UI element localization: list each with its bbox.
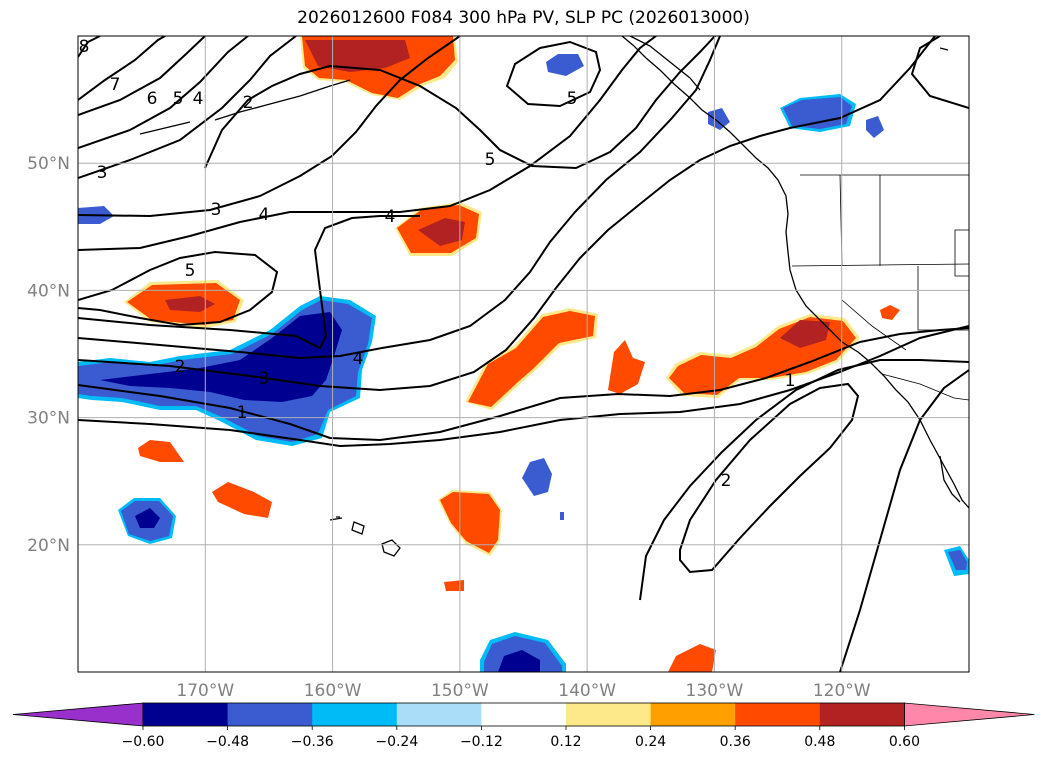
latitude-labels: 50°N 40°N 30°N 20°N <box>27 154 70 556</box>
colorbar-tick-label: 0.60 <box>889 734 920 750</box>
colorbar-segment <box>650 703 736 726</box>
colorbar-segment <box>735 703 821 726</box>
pv-positive-anomaly-small-1 <box>138 305 900 672</box>
map-panel: 8 7 6 5 4 2 3 3 4 4 5 5 5 4 3 2 1 1 2 <box>78 36 969 672</box>
contour-label: 2 <box>721 471 732 491</box>
pv-negative-anomaly-small-3 <box>78 54 969 576</box>
chart-title: 2026012600 F084 300 hPa PV, SLP PC (2026… <box>297 8 750 28</box>
pv-negative-anomaly-small-1 <box>118 498 176 544</box>
contour-label: 1 <box>785 371 796 391</box>
colorbar-segment <box>396 703 482 726</box>
lat-tick-label: 40°N <box>27 281 70 301</box>
colorbar-tick-label: −0.60 <box>122 734 165 750</box>
contour-label: 5 <box>173 89 184 109</box>
contour-label: 4 <box>385 207 396 227</box>
colorbar-tick-label: 0.24 <box>635 734 666 750</box>
contour-label: 1 <box>237 403 248 423</box>
lon-tick-label: 150°W <box>431 681 489 701</box>
colorbar-tick-label: 0.48 <box>804 734 835 750</box>
contour-label: 3 <box>97 163 108 183</box>
colorbar <box>12 702 1035 730</box>
contour-label: 5 <box>567 89 578 109</box>
map-frame <box>77 35 970 673</box>
slp-contours <box>78 36 969 672</box>
lon-tick-label: 120°W <box>813 681 871 701</box>
lon-tick-label: 140°W <box>558 681 616 701</box>
colorbar-tick-label: 0.12 <box>550 734 581 750</box>
lat-tick-label: 30°N <box>27 409 70 429</box>
contour-label: 6 <box>147 89 158 109</box>
lat-tick-label: 50°N <box>27 154 70 174</box>
contour-label: 5 <box>185 261 196 281</box>
contour-label: 4 <box>259 205 270 225</box>
contour-label-group: 8 7 6 5 4 2 3 3 4 4 5 5 5 4 3 2 1 1 2 <box>79 37 796 491</box>
colorbar-outline <box>142 702 905 727</box>
colorbar-tick-label: −0.48 <box>206 734 249 750</box>
colorbar-segment <box>143 703 229 726</box>
colorbar-segment <box>819 703 905 726</box>
contour-label: 8 <box>79 37 90 57</box>
contour-label: 3 <box>259 369 270 389</box>
colorbar-tick-label: −0.24 <box>375 734 418 750</box>
colorbar-tick-label: −0.36 <box>291 734 334 750</box>
longitude-labels: 170°W 160°W 150°W 140°W 130°W 120°W <box>176 681 870 701</box>
colorbar-tick-label: −0.12 <box>460 734 503 750</box>
pv-negative-anomaly-small-2 <box>480 632 566 672</box>
contour-label: 4 <box>193 89 204 109</box>
colorbar-segment <box>566 703 652 726</box>
colorbar-extend-low <box>12 702 144 727</box>
gridlines <box>78 36 969 672</box>
pv-positive-anomaly-33n-b <box>608 340 645 394</box>
pv-positive-anomaly-39n <box>124 280 244 328</box>
lon-tick-label: 170°W <box>176 681 234 701</box>
pv-positive-anomaly-33n-a <box>465 308 598 410</box>
lon-tick-label: 160°W <box>304 681 362 701</box>
colorbar-extend-high <box>904 702 1035 727</box>
colorbar-labels: −0.60 −0.48 −0.36 −0.24 −0.12 0.12 0.24 0.36 0.4… <box>122 734 920 750</box>
colorbar-segment <box>312 703 398 726</box>
lat-tick-label: 20°N <box>27 536 70 556</box>
colorbar-tick-label: 0.36 <box>720 734 751 750</box>
colorbar-segment <box>481 703 567 726</box>
contour-label: 2 <box>243 93 254 113</box>
contour-label: 4 <box>353 349 364 369</box>
colorbar-segment <box>227 703 313 726</box>
contour-label: 2 <box>175 357 186 377</box>
coastlines <box>139 36 969 557</box>
lon-tick-label: 130°W <box>686 681 744 701</box>
pv-positive-anomaly-alaska <box>300 36 458 100</box>
contour-label: 5 <box>485 150 496 170</box>
contour-label: 3 <box>211 200 222 220</box>
contour-label: 7 <box>110 75 121 95</box>
